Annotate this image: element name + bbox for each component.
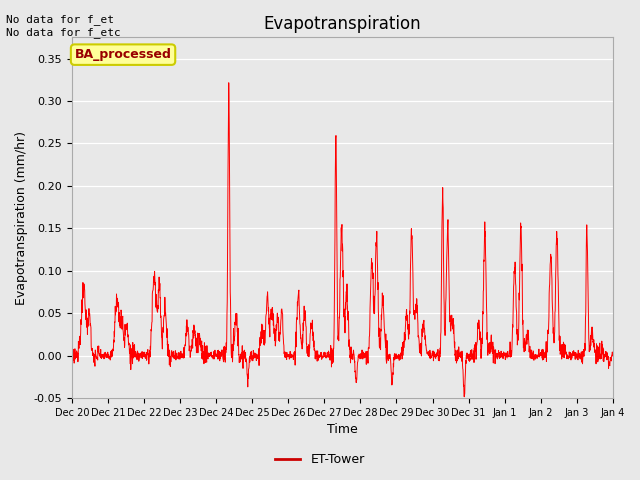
Text: BA_processed: BA_processed (75, 48, 172, 61)
Title: Evapotranspiration: Evapotranspiration (264, 15, 421, 33)
Text: No data for f_et
No data for f_etc: No data for f_et No data for f_etc (6, 14, 121, 38)
X-axis label: Time: Time (327, 423, 358, 436)
Legend: ET-Tower: ET-Tower (270, 448, 370, 471)
Y-axis label: Evapotranspiration (mm/hr): Evapotranspiration (mm/hr) (15, 131, 28, 305)
